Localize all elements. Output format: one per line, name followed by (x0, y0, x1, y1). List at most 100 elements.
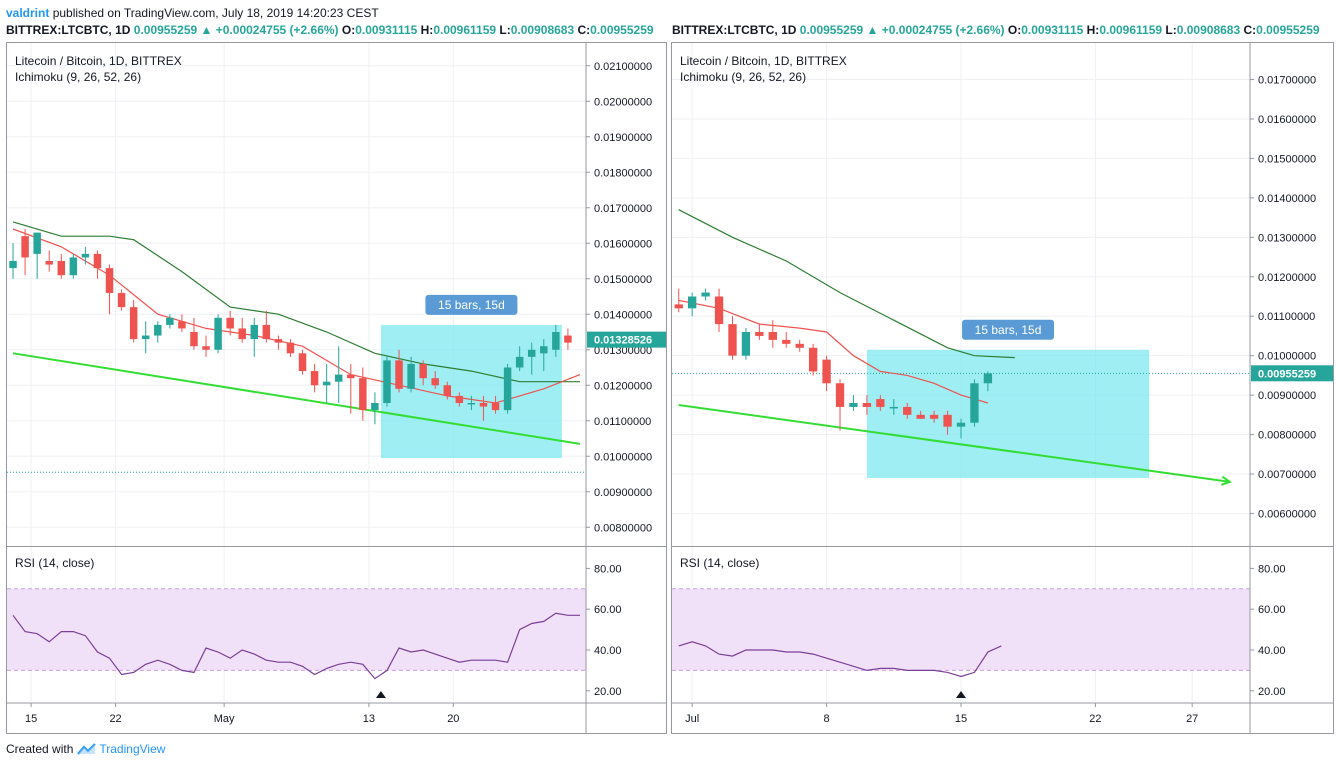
time-axis-label: 22 (109, 713, 121, 725)
candle-body (943, 414, 952, 427)
last-price-tag-bg (587, 331, 666, 348)
candle (943, 410, 952, 435)
candle-body (768, 332, 777, 340)
price-axis-label: 0.00900000 (594, 487, 652, 499)
candle-body (503, 367, 512, 411)
candle-body (322, 381, 331, 386)
candle-body (903, 406, 912, 415)
ohlc-low: 0.00908683 (510, 23, 575, 37)
candle-body (491, 403, 500, 411)
candle-body (334, 374, 343, 382)
rsi-marker-triangle-icon (375, 691, 386, 698)
candle-body (755, 332, 764, 336)
candle-body (214, 317, 222, 350)
time-axis-label: 20 (447, 713, 459, 725)
chart-legend: Litecoin / Bitcoin, 1D, BITTREX Ichimoku… (680, 53, 847, 85)
candle-body (728, 324, 737, 356)
candle-body (916, 414, 925, 419)
price-axis-label: 0.01900000 (594, 132, 652, 144)
grid (7, 43, 586, 701)
candle (286, 339, 295, 357)
time-axis-label: 27 (1186, 713, 1198, 725)
ohlc-change: +0.00024755 (+2.66%) (881, 23, 1005, 37)
candle (795, 339, 804, 352)
rsi-label[interactable]: RSI (14, close) (680, 556, 760, 570)
ohlc-high: 0.00961159 (1099, 23, 1163, 37)
candle-body (407, 363, 415, 389)
range-label: 15 bars, 15d (962, 319, 1055, 340)
candle (782, 332, 791, 348)
candle-body (419, 363, 427, 379)
candle-body (687, 296, 697, 309)
rsi-axis-label: 40.00 (594, 645, 622, 657)
price-axis-label: 0.01400000 (1258, 193, 1316, 205)
ohlc-symbol: BITTREX:LTCBTC, 1D (6, 23, 131, 37)
candle (479, 395, 488, 421)
chart-panel-left[interactable]: 15 bars, 15d 0.02100000 0.02000000 0.019000… (6, 42, 667, 734)
rsi-legend: RSI (14, close) (680, 555, 759, 571)
ohlc-row-left: BITTREX:LTCBTC, 1D 0.00955259 ▲ +0.00024… (6, 23, 665, 37)
rsi-axis-label: 40.00 (1258, 645, 1286, 657)
candle-body (929, 414, 939, 419)
candle-body (69, 257, 78, 276)
range-label-text: 15 bars, 15d (975, 323, 1042, 337)
indicator-ichimoku[interactable]: Ichimoku (9, 26, 52, 26) (15, 70, 142, 84)
candle-body (226, 317, 234, 329)
candle-body (552, 332, 560, 350)
candle (527, 342, 536, 375)
candle (33, 232, 41, 279)
publish-info: valdrint published on TradingView.com, J… (6, 6, 379, 20)
chart-title: Litecoin / Bitcoin, 1D, BITTREX (15, 54, 182, 68)
candle-body (250, 324, 259, 340)
candle (154, 321, 162, 343)
candle-body (262, 324, 271, 340)
candle (687, 292, 697, 317)
price-axis-label: 0.01700000 (594, 203, 652, 215)
time-axis-label: Jul (685, 713, 699, 725)
ohlc-close-value: 0.00955259 (590, 23, 654, 37)
candles (674, 288, 993, 439)
candle (69, 253, 78, 279)
author-name[interactable]: valdrint (6, 6, 50, 20)
candle-body (741, 332, 751, 356)
price-axis-label: 0.01400000 (594, 309, 652, 321)
rsi-marker-triangle-icon (956, 691, 966, 698)
candle-body (310, 371, 319, 386)
chart-panel-right[interactable]: 15 bars, 15d 0.01700000 0.01600000 0.015000… (671, 42, 1334, 734)
candle (768, 320, 777, 348)
indicator-ichimoku[interactable]: Ichimoku (9, 26, 52, 26) (680, 70, 807, 84)
candle-body (9, 261, 17, 269)
candle (347, 363, 355, 414)
candle-body (81, 253, 90, 258)
candle-body (431, 378, 439, 386)
candle (250, 317, 259, 357)
candle (310, 363, 319, 393)
candle (141, 321, 150, 354)
ohlc-c-label: C: (577, 23, 591, 37)
trendline-arrow-icon (1221, 475, 1233, 486)
time-axis-label: May (214, 713, 235, 725)
candle (503, 363, 512, 414)
chart-svg-left[interactable]: 15 bars, 15d 0.02100000 0.02000000 0.019000… (7, 43, 666, 733)
tradingview-link[interactable]: TradingView (77, 742, 165, 756)
candle (983, 371, 993, 392)
ohlc-open: 0.00931115 (1021, 23, 1084, 37)
candle (359, 367, 367, 421)
price-axis-label: 0.01600000 (1258, 114, 1316, 126)
last-price-tag-bg (1251, 365, 1333, 382)
candle-body (371, 403, 379, 411)
rsi-axis-label: 20.00 (1258, 686, 1286, 698)
candle (849, 395, 858, 411)
candle-body (166, 317, 174, 325)
candle-body (956, 422, 966, 427)
tradingview-logo-icon (77, 743, 97, 755)
candle (202, 335, 210, 357)
rsi-axis-label: 80.00 (1258, 563, 1286, 575)
candle-body (564, 335, 572, 343)
chart-svg-right[interactable]: 15 bars, 15d 0.01700000 0.01600000 0.015000… (672, 43, 1333, 733)
candle (190, 317, 198, 350)
rsi-label[interactable]: RSI (14, close) (15, 556, 95, 570)
rsi-legend: RSI (14, close) (15, 555, 94, 571)
candle-body (455, 395, 464, 403)
price-axis-label: 0.00900000 (1258, 390, 1316, 402)
